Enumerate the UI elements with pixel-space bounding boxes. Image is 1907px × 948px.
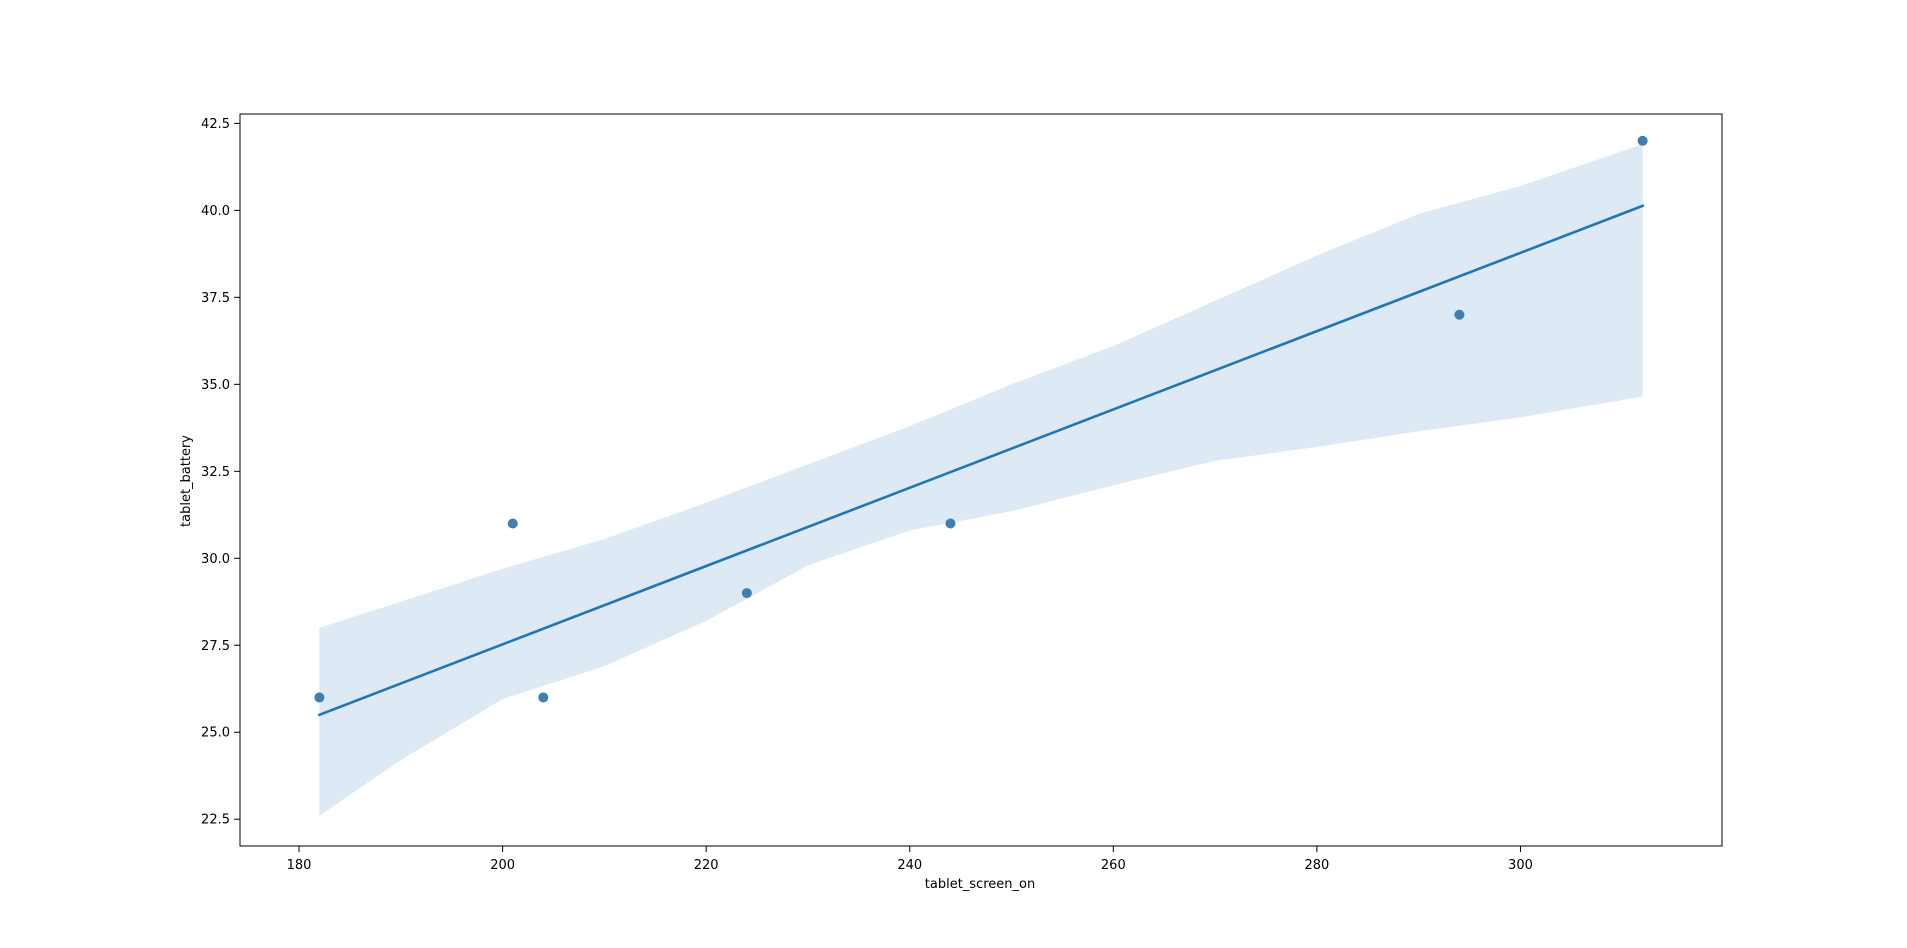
data-point-3 <box>538 692 549 703</box>
y-axis-ticks: 22.5 25.0 27.5 30.0 32.5 35.0 37.5 40.0 42.5 <box>201 117 240 828</box>
data-point-7 <box>1637 135 1648 146</box>
y-axis-label: tablet_battery <box>179 435 194 527</box>
x-tick-label-220: 220 <box>694 858 719 873</box>
confidence-band-layer <box>319 144 1643 816</box>
x-tick-label-280: 280 <box>1304 858 1329 873</box>
x-axis-label: tablet_screen_on <box>925 877 1035 892</box>
regression-line-layer <box>317 204 1645 717</box>
x-tick-label-200: 200 <box>490 858 515 873</box>
plot-frame <box>239 113 1723 847</box>
x-tick-label-300: 300 <box>1508 858 1533 873</box>
data-point-4 <box>741 588 752 599</box>
data-point-1 <box>314 692 325 703</box>
confidence-band <box>319 144 1643 816</box>
y-tick-label-32.5: 32.5 <box>201 465 230 480</box>
x-tick-label-240: 240 <box>897 858 922 873</box>
regression-line <box>317 204 1645 717</box>
y-tick-label-30: 30.0 <box>201 552 230 567</box>
y-tick-label-27.5: 27.5 <box>201 639 230 654</box>
scatter-points-layer <box>314 135 1648 703</box>
x-tick-label-260: 260 <box>1101 858 1126 873</box>
data-point-2 <box>507 518 518 529</box>
y-tick-label-37.5: 37.5 <box>201 291 230 306</box>
y-tick-label-35: 35.0 <box>201 378 230 393</box>
data-point-5 <box>945 518 956 529</box>
y-tick-label-25: 25.0 <box>201 726 230 741</box>
y-tick-label-22.5: 22.5 <box>201 813 230 828</box>
y-tick-label-40: 40.0 <box>201 204 230 219</box>
y-tick-label-42.5: 42.5 <box>201 117 230 132</box>
data-point-6 <box>1454 309 1465 320</box>
x-tick-label-180: 180 <box>287 858 312 873</box>
x-axis-ticks: 180 200 220 240 260 280 300 <box>287 846 1533 873</box>
axes-frame <box>239 113 1723 847</box>
